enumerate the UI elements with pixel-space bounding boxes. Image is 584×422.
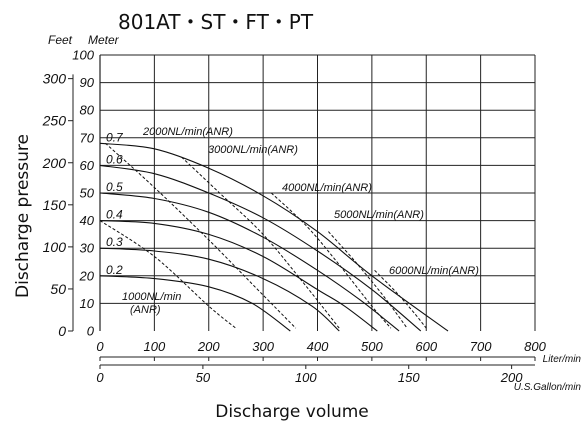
air-curve-label: 4000NL/min(ANR) xyxy=(282,182,372,194)
pressure-curve xyxy=(99,142,449,332)
air-curve-label: 6000NL/min(ANR) xyxy=(389,265,479,277)
y-tick-meter: 10 xyxy=(80,296,95,311)
y-tick-feet: 300 xyxy=(43,71,67,87)
x-axis-gallon-unit: U.S.Gallon/min xyxy=(514,382,582,393)
y-tick-meter: 80 xyxy=(80,103,95,118)
x-axis-label: Discharge volume xyxy=(215,402,369,422)
air-consumption-curve xyxy=(328,231,408,329)
air-curve-label: 3000NL/min(ANR) xyxy=(208,144,298,156)
pressure-curve xyxy=(99,220,378,332)
x-tick-gallon: 50 xyxy=(196,370,211,385)
pressure-curve xyxy=(99,275,291,332)
air-curve-label: 2000NL/min(ANR) xyxy=(142,126,233,138)
pressure-curve xyxy=(99,164,422,332)
x-tick-liter: 800 xyxy=(524,339,546,354)
air-consumption-curve xyxy=(374,269,427,329)
y-tick-meter: 60 xyxy=(80,158,95,173)
y-tick-meter: 40 xyxy=(80,213,95,228)
y-axis-feet-unit: Feet xyxy=(48,33,73,47)
x-tick-liter: 0 xyxy=(96,339,104,354)
air-consumption-curve xyxy=(105,142,297,329)
y-tick-feet: 50 xyxy=(50,281,66,297)
y-axis-meter-unit: Meter xyxy=(88,33,120,47)
y-tick-meter: 30 xyxy=(80,241,95,256)
y-tick-feet: 250 xyxy=(42,113,67,129)
air-consumption-curve xyxy=(99,220,237,329)
pressure-curve-label: 0.3 xyxy=(106,235,123,249)
air-curve-label: 5000NL/min(ANR) xyxy=(334,209,424,221)
x-tick-liter: 600 xyxy=(415,339,437,354)
x-tick-liter: 700 xyxy=(470,339,492,354)
y-tick-meter: 100 xyxy=(72,48,94,63)
y-tick-meter: 50 xyxy=(80,186,95,201)
air-curve-label: 1000NL/min xyxy=(122,291,181,303)
x-axis-liter-unit: Liter/min xyxy=(543,354,582,365)
y-tick-meter: 20 xyxy=(79,268,95,283)
x-tick-gallon: 200 xyxy=(500,370,523,385)
pressure-curve-label: 0.5 xyxy=(106,180,123,194)
x-tick-gallon: 100 xyxy=(295,370,317,385)
pressure-curve-label: 0.2 xyxy=(106,263,123,277)
y-tick-meter: 70 xyxy=(80,130,95,145)
pressure-curve-label: 0.7 xyxy=(106,130,124,144)
x-tick-liter: 200 xyxy=(197,339,220,354)
y-tick-feet: 100 xyxy=(43,239,67,255)
x-tick-gallon: 150 xyxy=(398,370,420,385)
x-tick-liter: 500 xyxy=(361,339,383,354)
x-tick-gallon: 0 xyxy=(96,370,104,385)
air-curve-label: (ANR) xyxy=(130,304,161,316)
pressure-curve-label: 0.6 xyxy=(106,152,123,166)
pressure-curve-label: 0.4 xyxy=(106,208,123,222)
pressure-curve xyxy=(99,192,400,332)
air-consumption-curve xyxy=(270,192,392,329)
x-tick-liter: 100 xyxy=(144,339,166,354)
chart-title: 801AT・ST・FT・PT xyxy=(118,10,314,34)
y-tick-feet: 150 xyxy=(43,197,67,213)
y-tick-feet: 200 xyxy=(42,155,67,171)
x-tick-liter: 400 xyxy=(307,339,329,354)
y-tick-meter: 90 xyxy=(80,75,95,90)
y-tick-meter: 0 xyxy=(87,324,95,339)
x-tick-liter: 300 xyxy=(252,339,274,354)
air-consumption-curve xyxy=(181,156,340,329)
y-tick-feet: 0 xyxy=(58,323,66,339)
